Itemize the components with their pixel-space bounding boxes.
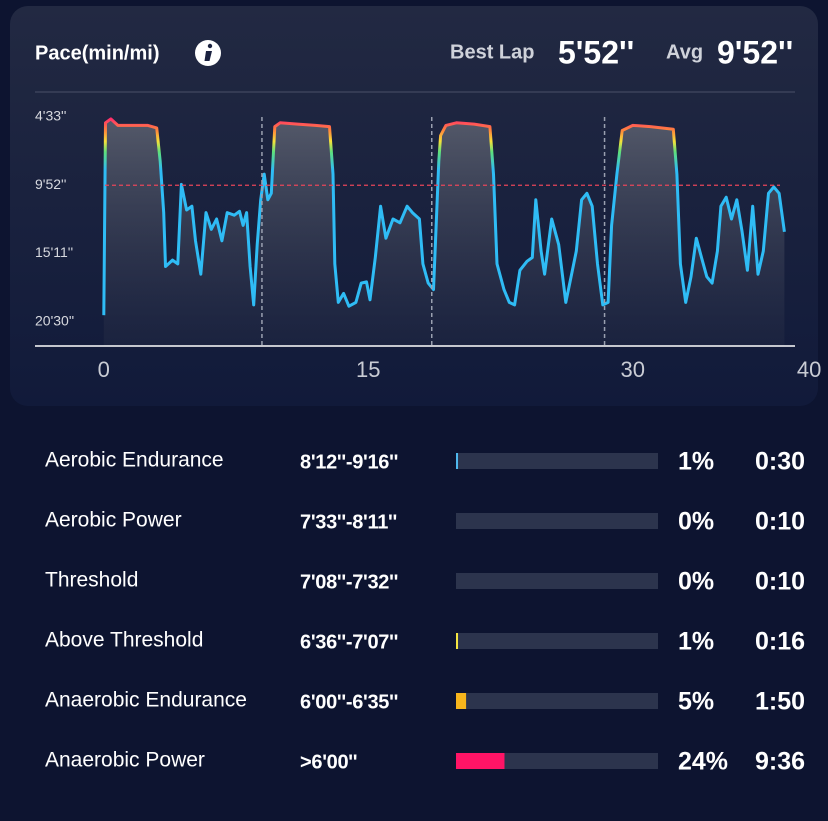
zone-track bbox=[456, 633, 658, 649]
y-tick-label: 9'52'' bbox=[35, 176, 66, 192]
zone-percent: 0% bbox=[678, 568, 714, 596]
chart-title: Pace(min/mi) bbox=[35, 42, 159, 64]
plot: 4'33'' 9'52'' 15'11'' 20'30'' 0 15 30 40 bbox=[35, 108, 821, 382]
best-lap-value: 5'52'' bbox=[558, 34, 634, 70]
zone-name: Above Threshold bbox=[45, 629, 203, 652]
zone-name: Anaerobic Power bbox=[45, 749, 205, 772]
y-tick-label: 20'30'' bbox=[35, 312, 74, 328]
zone-bar bbox=[456, 753, 505, 769]
x-tick-label: 15 bbox=[356, 357, 380, 382]
zone-name: Aerobic Power bbox=[45, 509, 182, 532]
zone-range: 6'36''-7'07'' bbox=[300, 631, 398, 653]
best-lap-label: Best Lap bbox=[450, 41, 534, 63]
zone-range: 6'00''-6'35'' bbox=[300, 691, 398, 713]
zone-percent: 1% bbox=[678, 448, 714, 476]
zone-percent: 1% bbox=[678, 628, 714, 656]
zone-bar bbox=[456, 633, 459, 649]
zone-track bbox=[456, 453, 658, 469]
zone-track bbox=[456, 573, 658, 589]
pace-line bbox=[102, 117, 786, 316]
zone-bar bbox=[456, 453, 459, 469]
x-tick-label: 0 bbox=[98, 357, 110, 382]
zone-time: 0:10 bbox=[755, 568, 805, 596]
zone-time: 9:36 bbox=[755, 748, 805, 776]
zone-track bbox=[456, 513, 658, 529]
zone-name: Threshold bbox=[45, 569, 138, 592]
zone-range: 7'08''-7'32'' bbox=[300, 571, 398, 593]
zone-time: 0:16 bbox=[755, 628, 805, 656]
avg-value: 9'52'' bbox=[717, 34, 793, 70]
zone-range: >6'00'' bbox=[300, 751, 357, 773]
zone-range: 7'33''-8'11'' bbox=[300, 511, 397, 533]
zone-percent: 5% bbox=[678, 688, 714, 716]
y-tick-label: 15'11'' bbox=[35, 244, 73, 260]
zone-range: 8'12''-9'16'' bbox=[300, 451, 398, 473]
zone-track bbox=[456, 753, 658, 769]
zone-name: Anaerobic Endurance bbox=[45, 689, 247, 712]
zone-table: Aerobic Endurance 8'12''-9'16'' 1% 0:30 Aero… bbox=[45, 448, 805, 776]
zone-time: 0:10 bbox=[755, 508, 805, 536]
area bbox=[103, 118, 785, 347]
y-tick-label: 4'33'' bbox=[35, 108, 66, 124]
zone-track bbox=[456, 693, 658, 709]
x-tick-label: 30 bbox=[621, 357, 645, 382]
zone-bar bbox=[456, 693, 467, 709]
zone-percent: 24% bbox=[678, 748, 728, 776]
avg-label: Avg bbox=[666, 41, 703, 63]
zone-time: 1:50 bbox=[755, 688, 805, 716]
zone-time: 0:30 bbox=[755, 448, 805, 476]
x-tick-label: 40 bbox=[797, 357, 821, 382]
zone-name: Aerobic Endurance bbox=[45, 449, 224, 472]
zone-percent: 0% bbox=[678, 508, 714, 536]
info-icon[interactable] bbox=[195, 40, 221, 66]
